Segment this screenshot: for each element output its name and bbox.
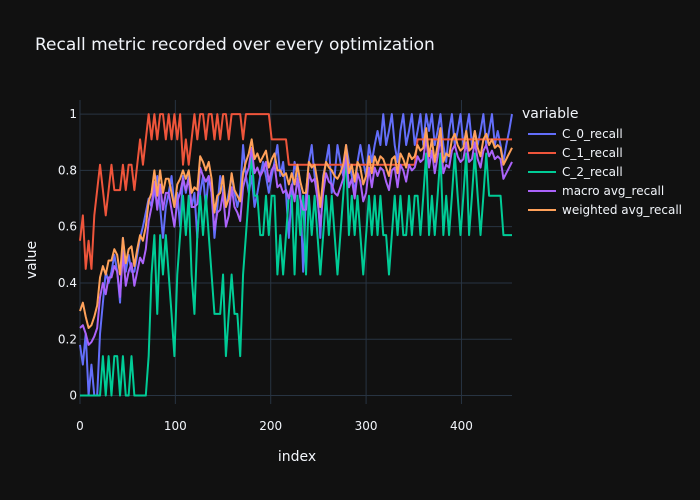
x-axis-ticks: 0 100 200 300 400 <box>76 419 473 433</box>
y-tick-label: 0.8 <box>58 163 77 177</box>
legend-label: C_1_recall <box>562 146 623 160</box>
x-tick-label: 400 <box>450 419 473 433</box>
series-line-c-2-recall <box>80 152 512 397</box>
y-tick-label: 0.6 <box>58 220 77 234</box>
legend-item-macro-avg-recall[interactable]: macro avg_recall <box>528 184 664 198</box>
y-tick-label: 0.2 <box>58 332 77 346</box>
legend-label: C_2_recall <box>562 165 623 179</box>
legend-item-c-2-recall[interactable]: C_2_recall <box>528 165 623 179</box>
legend-label: weighted avg_recall <box>562 203 682 217</box>
legend-item-c-0-recall[interactable]: C_0_recall <box>528 127 623 141</box>
x-tick-label: 100 <box>164 419 187 433</box>
legend-item-c-1-recall[interactable]: C_1_recall <box>528 146 623 160</box>
x-tick-label: 200 <box>259 419 282 433</box>
y-axis-ticks: 0 0.2 0.4 0.6 0.8 1 <box>58 107 77 402</box>
x-tick-label: 300 <box>355 419 378 433</box>
chart-title: Recall metric recorded over every optimi… <box>35 35 435 55</box>
legend-title: variable <box>522 106 578 122</box>
series-line-macro-avg-recall <box>79 135 513 346</box>
x-axis-title: index <box>278 449 316 465</box>
x-tick-label: 0 <box>76 419 84 433</box>
legend: variable C_0_recall C_1_recall C_2_recallm… <box>522 106 682 217</box>
y-tick-label: 0 <box>69 389 77 403</box>
y-tick-label: 0.4 <box>58 276 77 290</box>
y-tick-label: 1 <box>69 107 77 121</box>
y-axis-title: value <box>24 241 40 279</box>
plot-area: 0 100 200 300 400 0 0.2 0.4 0.6 0.8 1 <box>58 100 513 433</box>
series-line-weighted-avg-recall <box>79 127 513 329</box>
legend-label: macro avg_recall <box>562 184 664 198</box>
legend-item-weighted-avg-recall[interactable]: weighted avg_recall <box>528 203 682 217</box>
legend-label: C_0_recall <box>562 127 623 141</box>
series-lines <box>79 113 513 397</box>
